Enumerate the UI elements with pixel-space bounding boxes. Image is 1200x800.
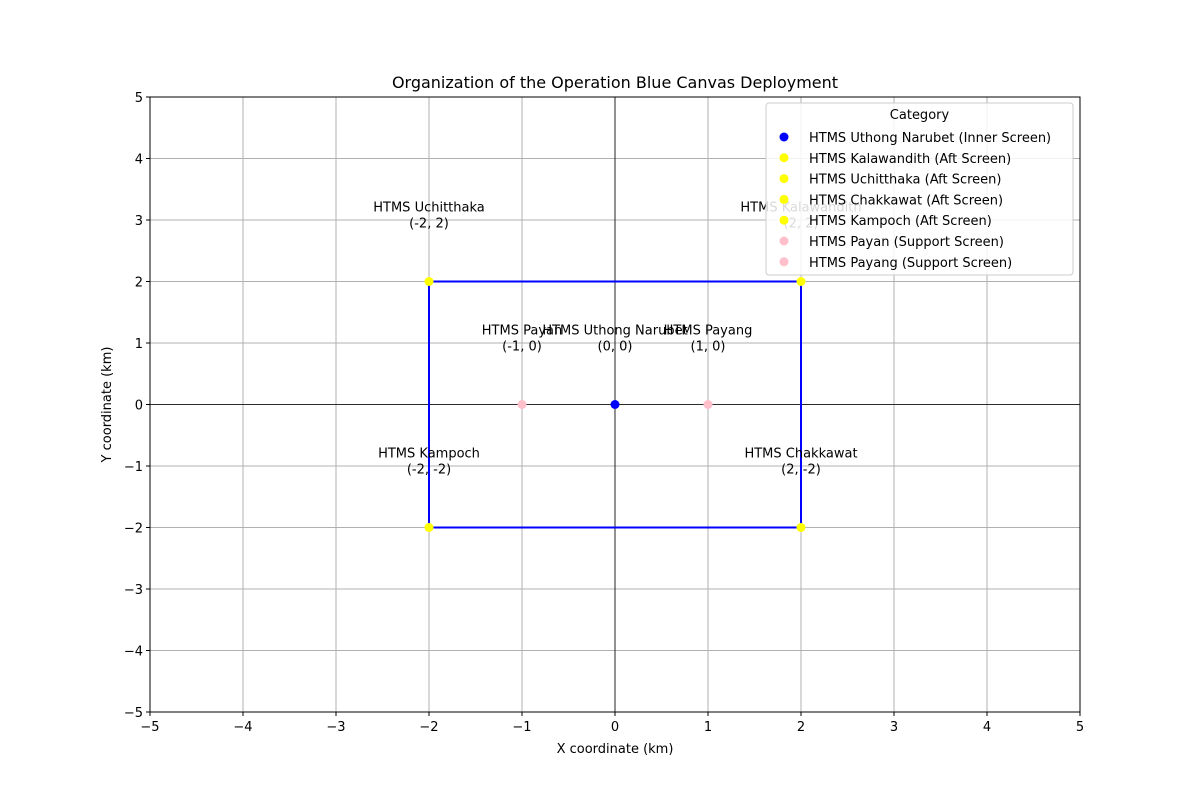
legend-frame	[765, 102, 1074, 276]
legend-marker	[779, 236, 789, 246]
legend-marker	[779, 215, 789, 225]
x-tick-label: 1	[704, 720, 712, 735]
legend-marker	[779, 174, 789, 184]
legend-entry-label: HTMS Kampoch (Aft Screen)	[809, 214, 992, 229]
x-axis-label: X coordinate (km)	[557, 742, 674, 757]
x-tick-label: −1	[512, 720, 531, 735]
ticks-layer: −5 −4 −3 −2 −1 0 1 2 3 4 5 −5 −4 −3 −2 −1 0 1 2 3 4 5	[124, 91, 1084, 735]
point-name-label: HTMS Chakkawat	[744, 447, 857, 462]
points-layer	[424, 277, 806, 532]
x-tick-label: 0	[611, 720, 619, 735]
y-tick-label: −2	[124, 522, 143, 537]
x-tick-label: 5	[1076, 720, 1084, 735]
point-name-label: HTMS Uthong Narubet	[542, 324, 687, 339]
y-tick-label: −3	[124, 583, 143, 598]
scatter-point	[703, 400, 713, 409]
legend-entry-label: HTMS Payan (Support Screen)	[809, 235, 1004, 250]
point-name-label: HTMS Payan	[482, 324, 562, 339]
point-coord-label: (1, 0)	[691, 340, 726, 355]
x-tick-label: −3	[326, 720, 345, 735]
x-tick-label: −5	[140, 720, 159, 735]
legend-marker	[779, 153, 789, 163]
x-tick-label: −4	[233, 720, 252, 735]
point-name-label: HTMS Uchitthaka	[373, 201, 485, 216]
x-tick-label: 4	[983, 720, 991, 735]
y-tick-label: 0	[135, 399, 143, 414]
legend-entry-label: HTMS Kalawandith (Aft Screen)	[809, 152, 1011, 167]
scatter-point	[424, 523, 434, 532]
legend-entry-label: HTMS Chakkawat (Aft Screen)	[809, 193, 1003, 208]
scatter-point	[610, 400, 620, 409]
y-tick-label: 3	[135, 214, 143, 229]
legend-marker	[779, 257, 789, 267]
scatter-point	[424, 277, 434, 286]
y-tick-label: 1	[135, 337, 143, 352]
y-axis-label: Y coordinate (km)	[100, 347, 115, 464]
point-coord-label: (-2, 2)	[409, 217, 449, 232]
legend-title: Category	[890, 108, 950, 123]
y-tick-label: −4	[124, 645, 143, 660]
scatter-point	[517, 400, 527, 409]
legend-entry-label: HTMS Payang (Support Screen)	[809, 256, 1012, 271]
point-coord-label: (-2, -2)	[407, 463, 451, 478]
y-tick-label: 5	[135, 91, 143, 106]
y-tick-label: −1	[124, 460, 143, 475]
point-coord-label: (0, 0)	[598, 340, 633, 355]
point-coord-label: (-1, 0)	[502, 340, 542, 355]
y-tick-label: 2	[135, 276, 143, 291]
legend-entry-label: HTMS Uchitthaka (Aft Screen)	[809, 173, 1001, 188]
x-tick-label: 2	[797, 720, 805, 735]
x-tick-label: 3	[890, 720, 898, 735]
point-name-label: HTMS Payang	[664, 324, 753, 339]
point-name-label: HTMS Kampoch	[378, 447, 480, 462]
y-tick-label: 4	[135, 153, 143, 168]
legend-marker	[779, 132, 789, 142]
legend-entry-label: HTMS Uthong Narubet (Inner Screen)	[809, 131, 1051, 146]
legend: Category HTMS Uthong Narubet (Inner Scre…	[765, 102, 1074, 276]
scatter-point	[796, 277, 806, 286]
scatter-point	[796, 523, 806, 532]
legend-marker	[779, 194, 789, 204]
chart-title: Organization of the Operation Blue Canva…	[392, 73, 838, 92]
x-tick-label: −2	[419, 720, 438, 735]
y-tick-label: −5	[124, 706, 143, 721]
point-coord-label: (2, -2)	[781, 463, 821, 478]
